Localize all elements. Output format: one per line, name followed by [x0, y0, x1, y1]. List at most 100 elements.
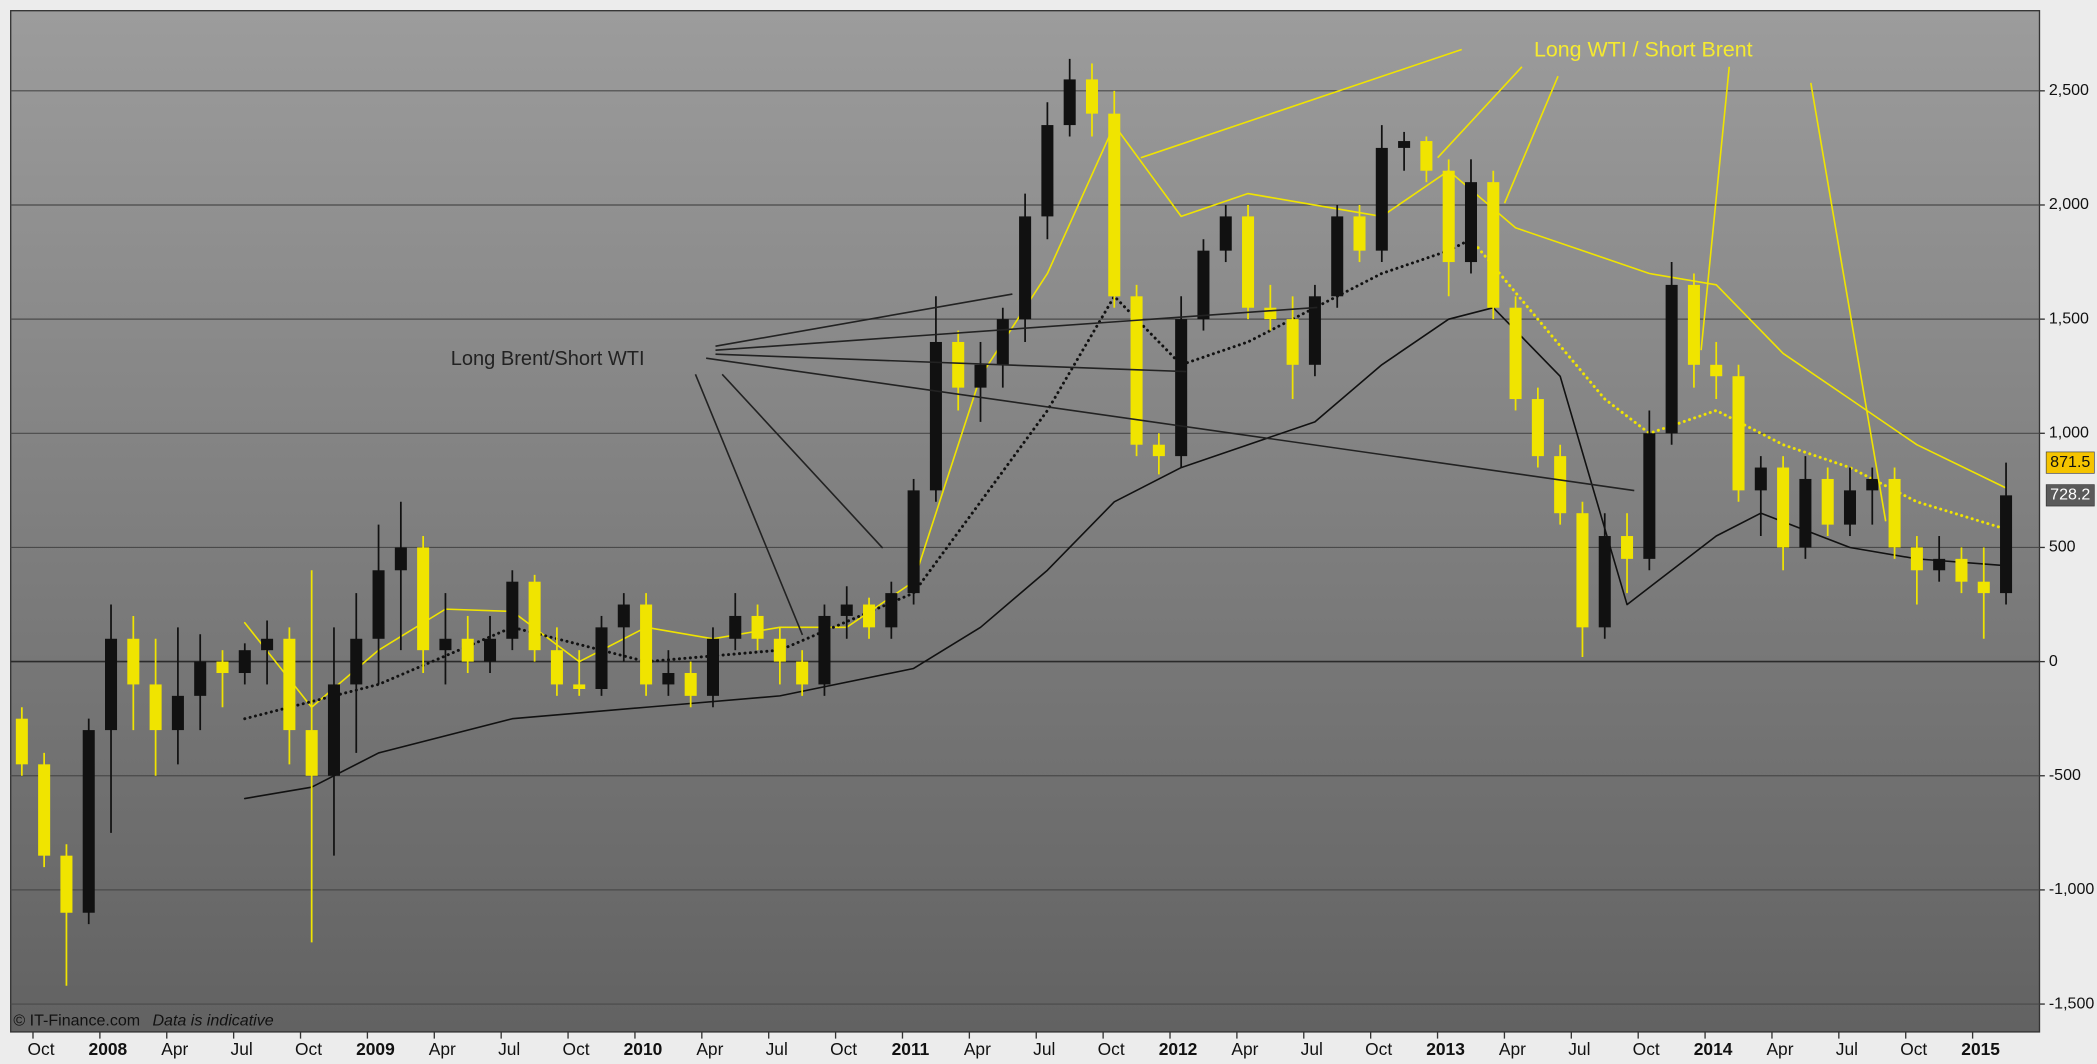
arrow — [706, 357, 1635, 492]
candle-body — [1977, 581, 1990, 594]
candle-body — [573, 684, 586, 689]
candle-body — [1464, 182, 1478, 263]
candle-body — [1955, 558, 1968, 582]
x-tick-label: Jul — [766, 1039, 788, 1059]
x-tick-label: Jul — [1033, 1039, 1055, 1059]
candle-body — [1710, 364, 1723, 377]
candle-body — [1331, 216, 1344, 297]
candle-body — [1687, 284, 1700, 365]
x-tick-label: Apr — [964, 1039, 991, 1059]
x-tick-label: Jul — [1836, 1039, 1858, 1059]
candle-body — [796, 661, 809, 685]
candle-body — [729, 615, 742, 639]
candle-body — [461, 638, 474, 662]
price-label-box — [2045, 451, 2095, 474]
candle-body — [617, 604, 630, 628]
arrow — [1700, 66, 1731, 351]
candle-body — [1175, 319, 1188, 457]
arrow — [721, 373, 884, 549]
candle-body — [1420, 141, 1433, 171]
y-tick-label: 500 — [2049, 538, 2076, 556]
y-tick-label: -1,000 — [2049, 880, 2095, 898]
y-tick-label: 2,000 — [2049, 195, 2089, 213]
x-tick-label: Oct — [1900, 1039, 1927, 1059]
candle-body — [550, 650, 563, 685]
candle-body — [1308, 296, 1321, 365]
candle-body — [1019, 216, 1032, 320]
y-tick-label: 1,500 — [2049, 309, 2089, 327]
candle-body — [974, 364, 987, 388]
candle-body — [1375, 147, 1388, 251]
candle-body — [1063, 79, 1076, 126]
moving-average-line — [243, 306, 2007, 800]
arrow — [1503, 75, 1559, 204]
candle-body — [1621, 536, 1634, 559]
arrow — [715, 353, 1187, 373]
candle-body — [127, 638, 140, 685]
candle-body — [261, 638, 274, 651]
y-tick-label: 1,000 — [2049, 424, 2089, 442]
footer-note: Data is indicative — [152, 1011, 273, 1029]
candle-body — [1509, 307, 1522, 400]
x-tick-label: 2009 — [356, 1039, 395, 1059]
price-label: 728.2 — [2050, 486, 2090, 504]
candle-body — [394, 547, 407, 571]
candle-body — [38, 764, 51, 856]
candle-body — [1643, 433, 1656, 559]
y-tick-label: -500 — [2049, 766, 2081, 784]
x-tick-label: Apr — [1766, 1039, 1793, 1059]
arrow — [715, 306, 1318, 352]
candle-body — [1777, 467, 1790, 548]
footer-source: © IT-Finance.com — [13, 1011, 140, 1029]
x-tick-label: 2014 — [1694, 1039, 1733, 1059]
candle-body — [818, 615, 831, 685]
arrow — [1140, 48, 1463, 159]
candle-body — [840, 604, 853, 616]
x-tick-label: Apr — [161, 1039, 188, 1059]
price-label-box — [2045, 484, 2095, 507]
annotation: Long WTI / Short Brent — [1534, 37, 1753, 61]
candle-body — [1933, 558, 1946, 571]
x-tick-label: Jul — [231, 1039, 253, 1059]
x-tick-label: 2008 — [89, 1039, 128, 1059]
x-tick-label: 2011 — [892, 1039, 930, 1059]
candle-body — [1910, 547, 1923, 571]
candle-body — [506, 581, 519, 639]
candle-body — [1219, 216, 1232, 251]
x-tick-label: 2010 — [624, 1039, 663, 1059]
candle-body — [2000, 495, 2013, 594]
candle-body — [82, 730, 95, 913]
candle-body — [216, 661, 229, 674]
candle-body — [1085, 79, 1098, 114]
candle-body — [706, 638, 719, 696]
candle-body — [1041, 125, 1054, 217]
candle-body — [996, 319, 1009, 365]
x-tick-label: 2015 — [1961, 1039, 2000, 1059]
candle-body — [1398, 141, 1411, 148]
plot-area — [10, 10, 2041, 1033]
arrow — [694, 373, 804, 636]
candles — [15, 58, 2013, 986]
candle-body — [773, 638, 786, 662]
x-tick-label: Oct — [1365, 1039, 1392, 1059]
candle-body — [751, 615, 764, 639]
candle-body — [1353, 216, 1366, 251]
x-tick-label: Jul — [498, 1039, 520, 1059]
candle-body — [929, 341, 942, 491]
annotation-lines — [1140, 48, 1887, 522]
candle-body — [907, 490, 920, 594]
x-tick-label: Apr — [696, 1039, 723, 1059]
x-tick-label: Oct — [295, 1039, 322, 1059]
candle-body — [1754, 467, 1767, 491]
arrow — [1437, 66, 1523, 159]
candle-body — [1487, 182, 1500, 308]
candle-body — [684, 673, 697, 696]
candle-body — [484, 638, 497, 662]
candle-body — [1152, 444, 1165, 457]
arrow — [715, 293, 1013, 347]
candle-body — [1554, 456, 1567, 514]
candle-body — [350, 638, 363, 685]
x-tick-label: Oct — [1633, 1039, 1660, 1059]
candle-body — [1264, 307, 1277, 320]
